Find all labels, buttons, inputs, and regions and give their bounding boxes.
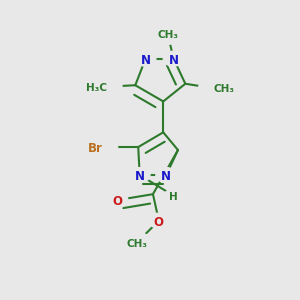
Text: Br: Br: [88, 142, 103, 155]
Ellipse shape: [88, 136, 118, 158]
Text: CH₃: CH₃: [213, 84, 234, 94]
Ellipse shape: [107, 193, 128, 208]
Text: H₃C: H₃C: [86, 83, 107, 93]
Ellipse shape: [156, 168, 176, 182]
Ellipse shape: [148, 213, 169, 228]
Ellipse shape: [153, 23, 182, 44]
Ellipse shape: [93, 76, 122, 97]
Text: N: N: [135, 170, 145, 183]
Ellipse shape: [199, 78, 228, 99]
Text: N: N: [169, 54, 178, 67]
Ellipse shape: [129, 168, 150, 182]
Text: O: O: [112, 195, 123, 208]
Text: O: O: [154, 216, 164, 229]
Ellipse shape: [135, 51, 156, 66]
Text: CH₃: CH₃: [157, 30, 178, 40]
Text: N: N: [141, 54, 151, 67]
Text: CH₃: CH₃: [126, 239, 147, 249]
Ellipse shape: [122, 232, 152, 253]
Text: N: N: [161, 170, 171, 183]
Ellipse shape: [164, 189, 183, 202]
Text: H: H: [169, 192, 178, 202]
Ellipse shape: [163, 51, 184, 66]
